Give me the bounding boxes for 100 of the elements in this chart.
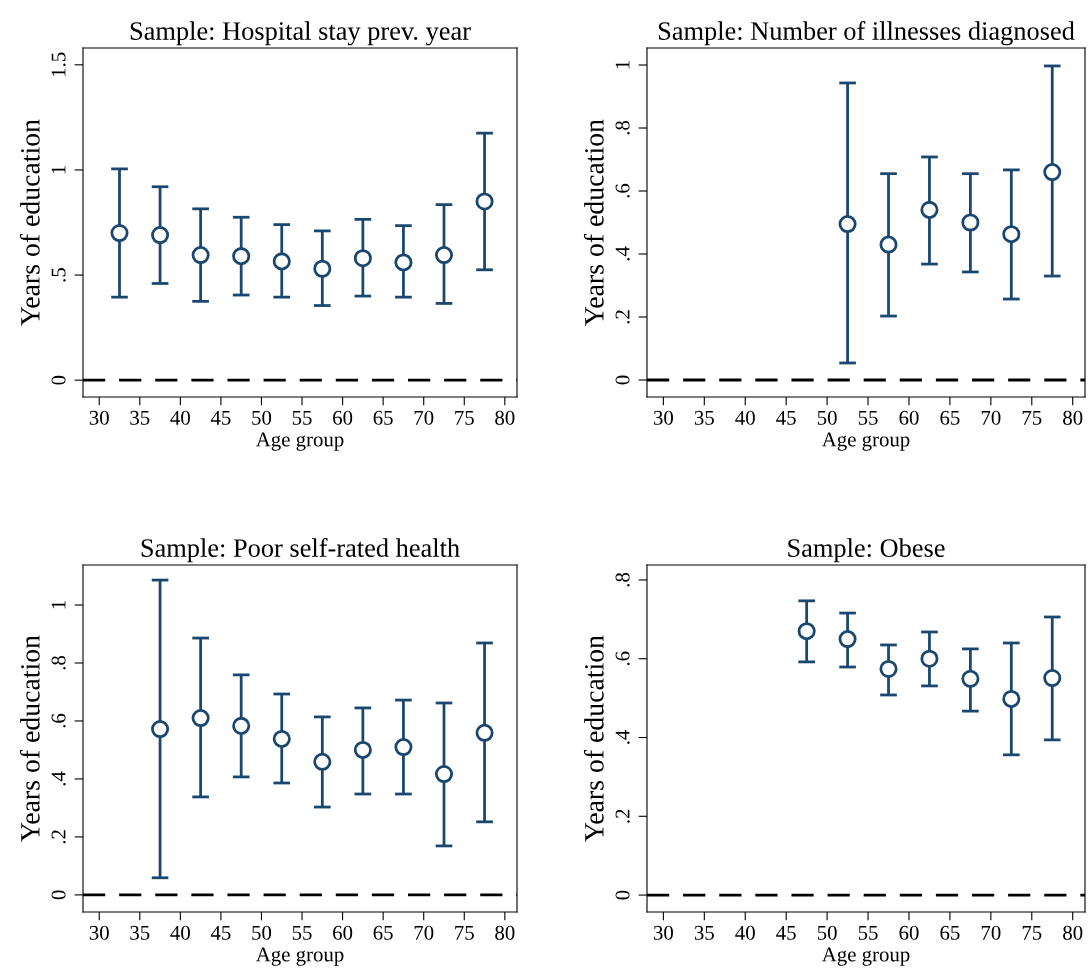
x-tick-label: 60 (333, 925, 353, 940)
x-tick-label: 75 (1022, 411, 1042, 425)
point (272, 729, 291, 748)
point (475, 192, 494, 211)
y-axis-title: Years of education (19, 635, 40, 842)
x-tick-label: 70 (981, 925, 1001, 940)
point (434, 764, 454, 784)
y-tick-label: .2 (615, 809, 630, 823)
point (879, 659, 898, 679)
x-tick-label: 70 (414, 410, 434, 425)
x-tick-label: 80 (1063, 410, 1083, 425)
x-tick-label: 30 (653, 410, 673, 425)
point (232, 247, 251, 266)
point (1043, 163, 1062, 182)
point (797, 622, 816, 641)
x-tick-label: 35 (130, 925, 150, 940)
x-tick-label: 40 (170, 925, 190, 940)
x-tick-label: 40 (170, 410, 190, 425)
x-tick-label: 55 (292, 411, 312, 425)
point (920, 649, 939, 668)
point (151, 720, 170, 739)
x-tick-label: 45 (776, 925, 796, 940)
x-tick-label: 45 (776, 410, 796, 425)
point (1002, 689, 1021, 708)
x-tick-label: 55 (292, 926, 312, 940)
x-tick-label: 55 (858, 926, 878, 940)
x-tick-label: 80 (495, 925, 515, 940)
point (191, 709, 210, 728)
point (434, 246, 454, 265)
point (879, 235, 898, 254)
x-tick-label: 60 (899, 925, 919, 940)
y-tick-label: .8 (615, 120, 630, 135)
chart-title: Sample: Poor self-rated health (141, 538, 460, 563)
x-tick-label: 45 (210, 410, 231, 425)
point (838, 215, 857, 234)
y-tick-label: .6 (51, 713, 66, 728)
x-tick-label: 80 (495, 410, 515, 425)
point (151, 226, 170, 245)
y-tick-label: 1 (51, 165, 66, 174)
y-tick-label: 0 (51, 890, 66, 900)
x-axis-title: Age group (255, 947, 344, 966)
x-tick-label: 65 (940, 925, 960, 940)
point (961, 669, 980, 688)
y-axis-title: Years of education (583, 635, 604, 842)
x-tick-label: 50 (252, 410, 272, 425)
x-tick-label: 80 (1063, 925, 1083, 940)
x-tick-label: 30 (653, 925, 673, 940)
y-tick-label: .4 (615, 246, 630, 261)
x-axis-title: Age group (255, 432, 344, 451)
chart-title: Sample: Hospital stay prev. year (130, 21, 471, 46)
x-tick-label: 35 (694, 925, 714, 940)
chart-title: Sample: Number of illnesses diagnosed (658, 21, 1075, 46)
x-tick-label: 40 (735, 410, 755, 425)
point (313, 752, 332, 771)
x-tick-label: 60 (333, 410, 353, 425)
x-tick-label: 30 (89, 925, 109, 940)
x-tick-label: 55 (858, 411, 878, 425)
point (961, 213, 980, 232)
chart-title: Sample: Obese (788, 538, 945, 563)
x-tick-label: 60 (899, 410, 919, 425)
x-tick-label: 75 (455, 411, 474, 425)
y-tick-label: 0 (51, 375, 66, 385)
y-axis-title: Years of education (19, 119, 40, 326)
x-tick-label: 70 (414, 925, 434, 940)
y-tick-label: .8 (615, 572, 630, 587)
x-tick-label: 35 (694, 410, 714, 425)
y-tick-label: .5 (51, 268, 66, 282)
point (394, 738, 413, 757)
x-tick-label: 75 (1022, 926, 1042, 940)
x-tick-label: 50 (817, 925, 837, 940)
x-axis-title: Age group (821, 947, 910, 966)
x-tick-label: 65 (373, 410, 393, 425)
x-tick-label: 35 (130, 410, 150, 425)
x-tick-label: 30 (89, 410, 109, 425)
point (110, 223, 129, 243)
x-tick-label: 65 (940, 410, 960, 425)
x-tick-label: 50 (817, 410, 837, 425)
point (394, 253, 413, 272)
y-tick-label: 1 (615, 61, 630, 69)
point (232, 716, 251, 735)
x-tick-label: 75 (455, 926, 474, 940)
point (313, 259, 332, 278)
y-tick-label: 0 (615, 375, 630, 385)
y-tick-label: 1.5 (51, 52, 66, 77)
point (1043, 669, 1062, 688)
y-axis-title: Years of education (583, 119, 604, 326)
point (920, 200, 939, 219)
point (353, 249, 372, 268)
y-tick-label: .2 (615, 310, 630, 324)
x-axis-title: Age group (821, 432, 910, 451)
point (1002, 225, 1021, 244)
y-tick-label: .4 (51, 771, 66, 786)
y-tick-label: .4 (615, 730, 630, 744)
point (838, 630, 857, 649)
y-tick-label: .6 (615, 651, 630, 666)
x-tick-label: 50 (252, 925, 272, 940)
y-tick-label: .2 (51, 830, 66, 844)
point (353, 740, 372, 759)
x-tick-label: 65 (373, 925, 393, 940)
y-tick-label: .6 (615, 183, 630, 198)
